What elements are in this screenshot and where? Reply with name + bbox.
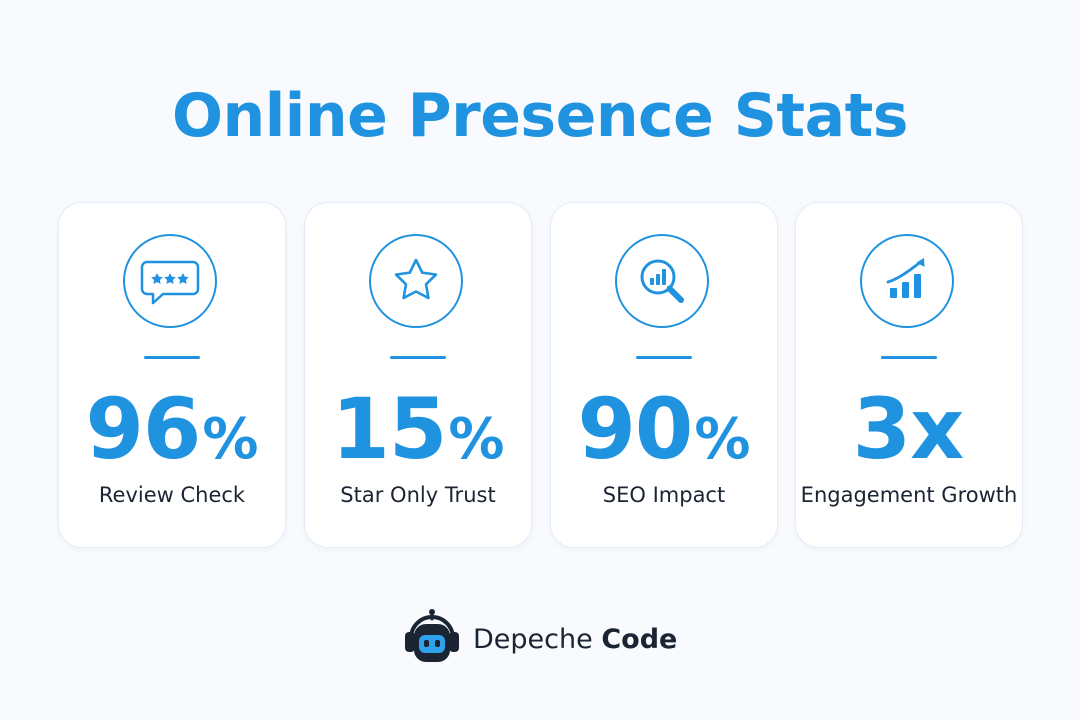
stat-label: Review Check [98, 483, 246, 507]
stats-cards: 96% Review Check 15% Star Only Trust [58, 202, 1023, 548]
stat-card-review-check: 96% Review Check [58, 202, 286, 548]
review-bubble-icon [123, 234, 217, 328]
brand-name: Depeche Code [473, 624, 677, 655]
stat-number: 3x [852, 380, 965, 478]
stat-card-star-only-trust: 15% Star Only Trust [304, 202, 532, 548]
stat-card-seo-impact: 90% SEO Impact [550, 202, 778, 548]
stat-label: Engagement Growth [800, 483, 1018, 507]
seo-magnifier-icon [615, 234, 709, 328]
stat-unit: % [202, 407, 259, 472]
card-divider [881, 356, 937, 359]
stat-number: 96 [85, 380, 201, 478]
star-icon [369, 234, 463, 328]
stat-value: 3x [796, 379, 1022, 503]
stat-value: 96% [59, 379, 285, 503]
card-divider [144, 356, 200, 359]
growth-chart-icon [860, 234, 954, 328]
stat-unit: % [448, 407, 505, 472]
page-title: Online Presence Stats [172, 81, 908, 151]
stat-value: 90% [551, 379, 777, 503]
robot-headphones-icon [405, 609, 459, 662]
stat-number: 15 [331, 380, 447, 478]
stat-card-engagement-growth: 3x Engagement Growth [795, 202, 1023, 548]
card-divider [636, 356, 692, 359]
brand-footer: Depeche Code [401, 609, 701, 669]
brand-name-bold: Code [601, 623, 678, 655]
brand-name-light: Depeche [473, 623, 593, 655]
stat-unit: % [694, 407, 751, 472]
stat-label: SEO Impact [602, 483, 726, 507]
card-divider [390, 356, 446, 359]
stat-label: Star Only Trust [340, 483, 496, 507]
stat-number: 90 [577, 380, 693, 478]
stat-value: 15% [305, 379, 531, 503]
